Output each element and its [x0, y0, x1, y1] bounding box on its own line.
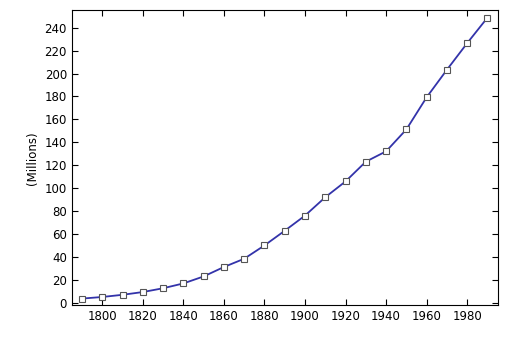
Y-axis label: (Millions): (Millions) [26, 131, 39, 185]
